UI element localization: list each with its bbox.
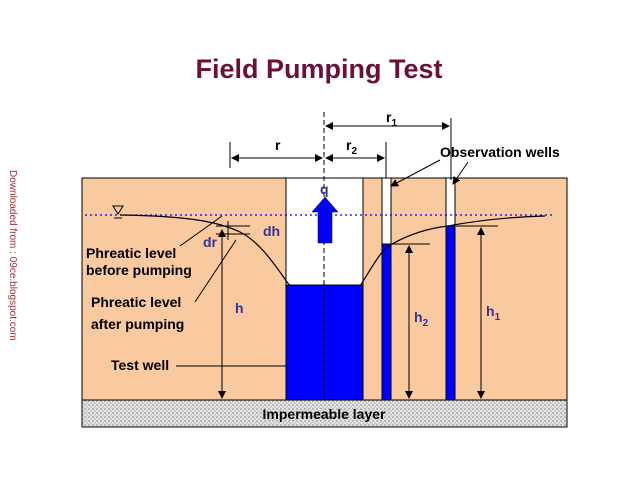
phreatic-before-label-1: Phreatic level [86,245,176,261]
dh-label: dh [263,223,280,239]
r-label: r [275,137,281,153]
r2-label: r2 [346,137,357,157]
water-table-symbol [112,205,124,219]
observation-pointer-2 [452,161,469,185]
observation-pointer-1 [390,159,441,187]
phreatic-before-label-2: before pumping [86,262,192,278]
page-title: Field Pumping Test [195,54,443,84]
dr-label: dr [203,234,218,250]
observation-well-1-water [445,225,456,401]
h-label: h [235,300,244,316]
r1-label: r1 [386,109,397,129]
observation-well-2-water [381,243,392,401]
test-well-water [285,284,364,401]
h1-label: h1 [486,303,501,323]
q-label: q [320,181,329,197]
test-well-label: Test well [111,357,169,373]
phreatic-after-label-2: after pumping [91,316,184,332]
drawdown-curve-right [359,215,546,287]
drawdown-curve-left [119,214,291,287]
discharge-arrow [311,196,339,244]
h2-label: h2 [414,309,429,329]
impermeable-layer-label: Impermeable layer [263,406,387,422]
observation-wells-label: Observation wells [440,144,560,160]
phreatic-after-label-1: Phreatic level [91,294,181,310]
phreatic-before-pointer [179,215,223,247]
phreatic-after-pointer [194,239,237,303]
